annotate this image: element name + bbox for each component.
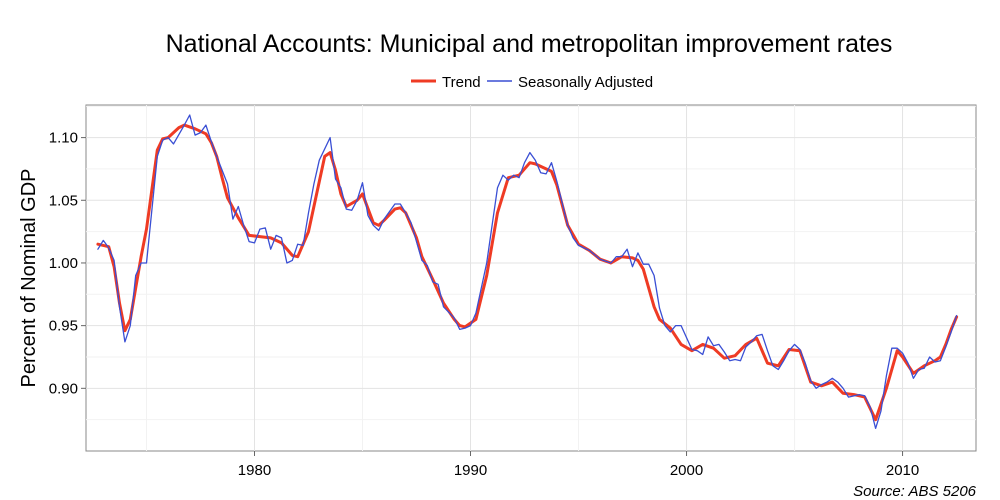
legend-label-seasonally-adjusted: Seasonally Adjusted [518, 74, 653, 91]
source-note: Source: ABS 5206 [853, 483, 977, 500]
y-axis: 0.90 0.95 1.00 1.05 1.10 [49, 130, 86, 397]
legend-label-trend: Trend [442, 74, 481, 91]
x-tick-label: 1980 [238, 462, 271, 479]
y-tick-label: 0.95 [49, 318, 78, 335]
x-axis: 1980 1990 2000 2010 [238, 451, 919, 479]
y-tick-label: 1.05 [49, 192, 78, 209]
plot-panel [85, 104, 977, 452]
seasonally-adjusted-line [97, 114, 958, 430]
legend: Trend Seasonally Adjusted [411, 74, 653, 91]
series-layer [96, 114, 959, 430]
x-tick-label: 2010 [886, 462, 919, 479]
y-tick-label: 0.90 [49, 380, 78, 397]
y-axis-label: Percent of Nominal GDP [18, 169, 40, 388]
x-tick-label: 2000 [670, 462, 703, 479]
x-tick-label: 1990 [454, 462, 487, 479]
major-gridlines [86, 105, 976, 451]
y-tick-label: 1.10 [49, 130, 78, 147]
chart-title: National Accounts: Municipal and metropo… [166, 30, 893, 58]
y-tick-label: 1.00 [49, 255, 78, 272]
minor-gridlines [86, 105, 976, 451]
